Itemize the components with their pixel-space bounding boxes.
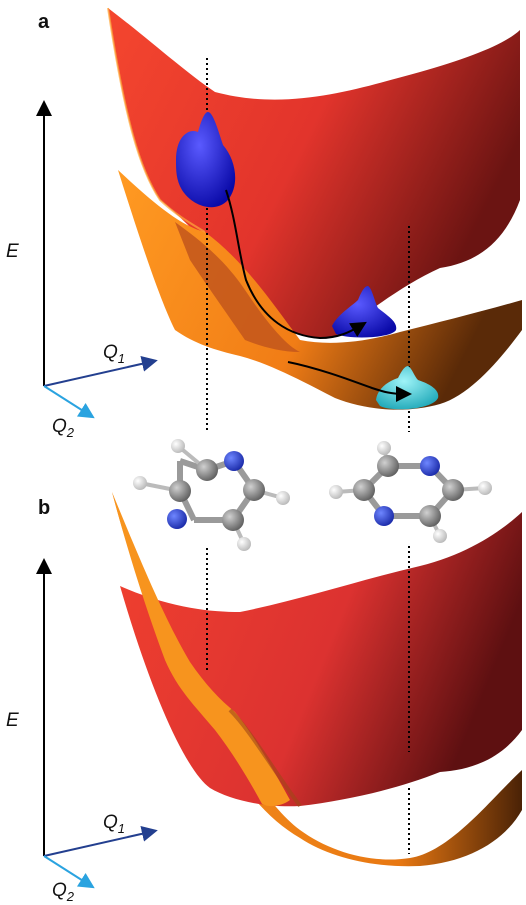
q1-axis-label-b: Q1: [103, 812, 125, 836]
trajectory-upper: [225, 189, 367, 340]
pyrazine-molecule-right: [329, 441, 492, 543]
trajectory-lower: [287, 361, 412, 402]
q1-axis-label-a: Q1: [103, 342, 125, 366]
panel-label-b: b: [38, 497, 50, 519]
upper-potential-surface: [108, 8, 520, 338]
q1-axis-a: [43, 355, 158, 387]
lower-potential-surface: [118, 170, 522, 410]
energy-axis-label-a: E: [6, 241, 19, 262]
pyrazine-molecule-left: [133, 439, 290, 551]
lower-potential-surface-b: [112, 492, 522, 867]
wavepacket-transferred: [332, 286, 397, 338]
q2-axis-b: [43, 855, 95, 889]
q2-axis-a: [43, 385, 95, 419]
wavepacket-initial: [176, 112, 236, 208]
panel-a: a E Q1 Q2: [6, 7, 522, 440]
panel-label-a: a: [38, 11, 50, 33]
q2-axis-label-b: Q2: [52, 880, 75, 904]
panel-b: b E Q1 Q2: [6, 492, 522, 904]
energy-axis-label-b: E: [6, 710, 19, 731]
q2-axis-label-a: Q2: [52, 416, 75, 440]
q1-axis-b: [43, 825, 158, 857]
